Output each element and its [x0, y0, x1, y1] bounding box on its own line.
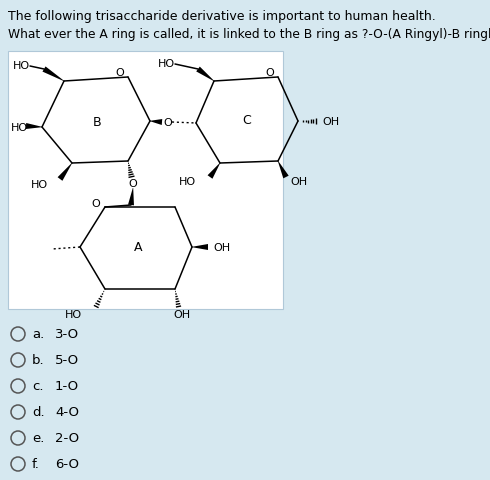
Text: O: O	[92, 199, 100, 209]
Text: f.: f.	[32, 457, 40, 470]
Polygon shape	[150, 120, 162, 126]
Polygon shape	[192, 244, 208, 251]
Polygon shape	[43, 67, 64, 82]
Text: The following trisaccharide derivative is important to human health.: The following trisaccharide derivative i…	[8, 10, 436, 23]
Text: b.: b.	[32, 354, 45, 367]
Text: e.: e.	[32, 432, 45, 444]
Text: HO: HO	[13, 61, 30, 71]
Text: B: B	[93, 115, 101, 128]
Text: HO: HO	[31, 180, 48, 190]
FancyBboxPatch shape	[8, 52, 283, 309]
Text: c.: c.	[32, 380, 44, 393]
Text: O: O	[116, 68, 124, 78]
Text: HO: HO	[179, 177, 196, 187]
Text: OH: OH	[290, 177, 307, 187]
Text: HO: HO	[65, 309, 82, 319]
Polygon shape	[26, 124, 42, 130]
Text: 2-O: 2-O	[55, 432, 79, 444]
Text: OH: OH	[322, 117, 339, 127]
Polygon shape	[278, 162, 289, 179]
Text: 6-O: 6-O	[55, 457, 79, 470]
Text: What ever the A ring is called, it is linked to the B ring as ?-O-(A Ringyl)-B r: What ever the A ring is called, it is li…	[8, 28, 490, 41]
Text: OH: OH	[213, 242, 230, 252]
Text: O: O	[164, 118, 172, 128]
Text: a.: a.	[32, 328, 44, 341]
Text: 5-O: 5-O	[55, 354, 79, 367]
Text: HO: HO	[11, 123, 28, 133]
Polygon shape	[58, 164, 72, 181]
Text: OH: OH	[173, 309, 191, 319]
Text: C: C	[243, 113, 251, 126]
Text: HO: HO	[158, 59, 175, 69]
Text: O: O	[266, 68, 274, 78]
Text: d.: d.	[32, 406, 45, 419]
Text: A: A	[134, 241, 142, 254]
Polygon shape	[128, 189, 134, 206]
Polygon shape	[196, 68, 214, 82]
Text: 1-O: 1-O	[55, 380, 79, 393]
Polygon shape	[208, 164, 220, 180]
Text: 4-O: 4-O	[55, 406, 79, 419]
Text: O: O	[128, 179, 137, 189]
Text: 3-O: 3-O	[55, 328, 79, 341]
